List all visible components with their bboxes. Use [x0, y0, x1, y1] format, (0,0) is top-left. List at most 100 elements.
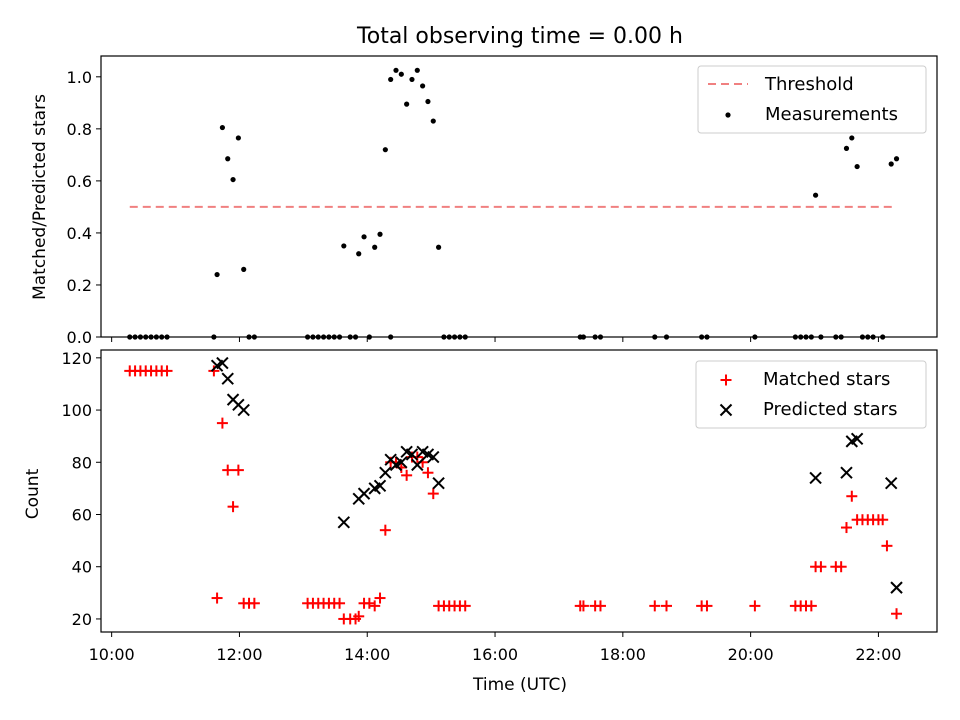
ratio-y-tick-label: 0.6 [67, 172, 92, 191]
count-panel: Count Time (UTC) 20 40 60 80 100 120 10:00 12:0… [23, 349, 938, 695]
matched-star-point [353, 610, 365, 622]
matched-star-point [805, 600, 817, 612]
count-y-tick-label: 120 [61, 349, 92, 368]
measurement-point [336, 334, 343, 340]
ratio-y-axis-label: Matched/Predicted stars [30, 94, 50, 300]
matched-star-point [815, 561, 827, 573]
matched-star-point [749, 600, 761, 612]
x-tick-label: 10:00 [89, 645, 135, 664]
legend-matched-swatch [720, 374, 732, 386]
predicted-star-point [405, 448, 419, 461]
chart-title: Total observing time = 0.00 h [356, 24, 683, 49]
matched-star-point [369, 600, 381, 612]
measurement-point [214, 271, 220, 278]
measurement-point [320, 334, 327, 340]
measurement-point [414, 67, 420, 73]
measurement-point [752, 334, 758, 340]
predicted-star-point [237, 403, 250, 417]
measurement-point [663, 334, 670, 340]
count-y-tick-label: 100 [61, 401, 92, 420]
predicted-star-point [850, 432, 864, 445]
count-y-tick-label: 20 [72, 610, 92, 629]
measurement-point [331, 334, 337, 340]
predicted-star-point [379, 466, 392, 479]
measurement-point [393, 67, 399, 73]
matched-star-point [379, 524, 391, 536]
predicted-star-point [432, 476, 445, 490]
x-tick-label: 12:00 [216, 645, 262, 664]
count-y-tick-label: 40 [72, 558, 92, 577]
matched-star-point [248, 597, 260, 609]
matched-star-point [846, 490, 858, 502]
measurement-point [849, 135, 855, 141]
legend-predicted-label: Predicted stars [763, 399, 897, 420]
matched-star-point [881, 540, 893, 552]
x-tick-label: 18:00 [600, 645, 646, 664]
measurement-point [833, 334, 839, 340]
measurement-point [792, 334, 798, 340]
matched-star-point [427, 488, 439, 500]
matched-star-point [401, 469, 413, 481]
measurement-point [127, 334, 133, 340]
ratio-y-tick-label: 0.0 [67, 328, 92, 347]
measurement-point [137, 334, 144, 340]
measurement-point [451, 334, 458, 340]
measurement-point [164, 334, 170, 340]
measurement-point [356, 251, 362, 257]
ratio-y-tick-label: 1.0 [67, 68, 92, 87]
measurement-point [382, 147, 388, 153]
measurement-point [888, 161, 894, 167]
matched-star-point [232, 464, 244, 476]
measurement-point [838, 334, 844, 340]
matched-star-point [216, 417, 228, 429]
measurement-point [310, 334, 316, 340]
measurement-point [854, 163, 860, 170]
matched-star-point [208, 365, 220, 377]
ratio-y-tick-label: 0.2 [67, 276, 92, 295]
measurement-point [352, 334, 359, 340]
measurement-point [798, 334, 804, 340]
measurement-point [153, 334, 159, 340]
count-y-tick-label: 60 [72, 506, 92, 525]
count-legend: Matched stars Predicted stars [695, 360, 927, 429]
measurement-point [148, 334, 154, 340]
measurement-point [251, 334, 257, 340]
measurement-point [704, 334, 710, 340]
measurement-point [305, 334, 311, 340]
measurement-point [446, 334, 452, 340]
predicted-star-point [411, 458, 424, 472]
legend-matched-label: Matched stars [763, 369, 890, 390]
predicted-star-point [216, 356, 229, 370]
ratio-legend: Threshold Measurements [697, 65, 927, 134]
x-axis-label: Time (UTC) [472, 675, 567, 695]
matched-star-point [334, 597, 346, 609]
matched-star-point [660, 600, 672, 612]
measurement-point [597, 334, 604, 340]
legend-measurements-swatch [725, 112, 731, 118]
measurement-point [865, 334, 871, 340]
measurement-point [159, 334, 165, 340]
matched-star-point [374, 592, 386, 604]
matched-star-point [422, 467, 434, 479]
matched-star-point [594, 600, 606, 612]
measurement-point [462, 334, 468, 340]
count-axis-ticks: 20 40 60 80 100 120 10:00 12:00 14:00 16:00 18:00 2… [61, 349, 901, 664]
measurement-point [818, 334, 824, 340]
measurement-point [812, 192, 819, 198]
matched-star-point [877, 514, 889, 526]
measurement-point [377, 231, 383, 237]
legend-matched-marker [720, 374, 732, 386]
count-series [124, 356, 903, 625]
legend-threshold-label: Threshold [764, 74, 854, 95]
measurement-point [870, 334, 876, 340]
measurement-point [246, 334, 252, 340]
matched-star-point [363, 597, 375, 609]
measurement-point [366, 334, 372, 340]
predicted-star-point [221, 372, 234, 385]
measurement-point [211, 334, 217, 340]
predicted-star-point [373, 479, 387, 492]
measurement-point [808, 334, 814, 340]
count-y-axis-label: Count [23, 468, 43, 519]
measurements-series [127, 67, 900, 340]
